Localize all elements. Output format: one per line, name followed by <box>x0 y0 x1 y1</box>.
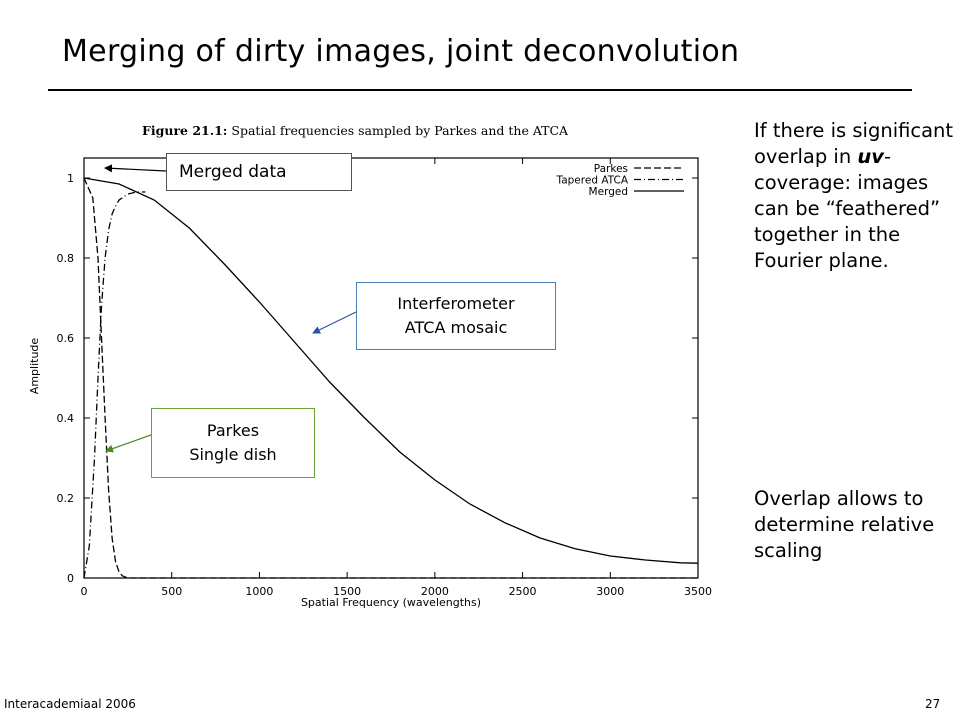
scaling-note: Overlap allows to determine relative sca… <box>754 487 935 562</box>
x-tick-label: 1500 <box>333 585 361 598</box>
figure-caption-label: Figure 21.1: <box>142 123 227 138</box>
merged-arrow <box>104 164 167 173</box>
x-tick-label: 2500 <box>509 585 537 598</box>
parkes-label-line1: Parkes <box>206 421 260 440</box>
side-notes: If there is significant overlap in uv-co… <box>754 118 954 562</box>
figure-caption: Figure 21.1: Spatial frequencies sampled… <box>142 123 569 138</box>
y-tick-label: 0.4 <box>57 412 75 425</box>
interferometer-label-line2: ATCA mosaic <box>404 318 508 337</box>
overlap-note-uv: uv <box>857 145 884 168</box>
merged-data-label: Merged data <box>179 162 287 182</box>
legend-label: Parkes <box>594 163 628 175</box>
x-tick-label: 3500 <box>684 585 712 598</box>
y-tick-label: 0 <box>67 572 74 585</box>
x-tick-label: 500 <box>161 585 182 598</box>
overlap-note-start: If there is significant overlap in <box>754 119 954 168</box>
parkes-callout: Parkes Single dish <box>151 408 315 478</box>
legend-label: Tapered ATCA <box>556 175 629 187</box>
page-number: 27 <box>925 697 941 711</box>
y-axis-label: Amplitude <box>28 338 41 395</box>
merged-data-callout: Merged data <box>166 153 352 191</box>
series-merged <box>83 177 699 564</box>
interferometer-label-line1: Interferometer <box>397 294 515 313</box>
x-axis-label: Spatial Frequency (wavelengths) <box>301 596 481 609</box>
interferometer-callout: Interferometer ATCA mosaic <box>356 282 556 350</box>
x-tick-label: 3000 <box>596 585 624 598</box>
overlap-note-end: -coverage: images can be “feathered” tog… <box>754 145 941 272</box>
plot-frame <box>83 157 699 579</box>
x-tick-label: 0 <box>81 585 88 598</box>
series-parkes <box>83 177 698 579</box>
title-divider <box>48 89 912 91</box>
x-tick-label: 2000 <box>421 585 449 598</box>
y-tick-label: 0.2 <box>57 492 75 505</box>
x-tick-label: 1000 <box>245 585 273 598</box>
parkes-label-line2: Single dish <box>189 445 277 464</box>
y-tick-label: 1 <box>67 172 74 185</box>
series-tapered-atca <box>83 191 146 579</box>
series-layer <box>83 177 699 579</box>
overlap-note: If there is significant overlap in uv-co… <box>754 118 954 274</box>
axis-ticks: 0 500 1000 1500 2000 2500 3000 3500 0 0.2 0.4 0.6 0.… <box>57 158 712 598</box>
interferometer-arrow <box>312 311 357 334</box>
y-tick-label: 0.6 <box>57 332 75 345</box>
legend-label: Merged <box>589 186 628 198</box>
slide-title: Merging of dirty images, joint deconvolu… <box>62 34 740 69</box>
figure-caption-text: Spatial frequencies sampled by Parkes an… <box>227 123 569 138</box>
y-tick-label: 0.8 <box>57 252 75 265</box>
footer-event: Interacademiaal 2006 <box>4 697 136 711</box>
